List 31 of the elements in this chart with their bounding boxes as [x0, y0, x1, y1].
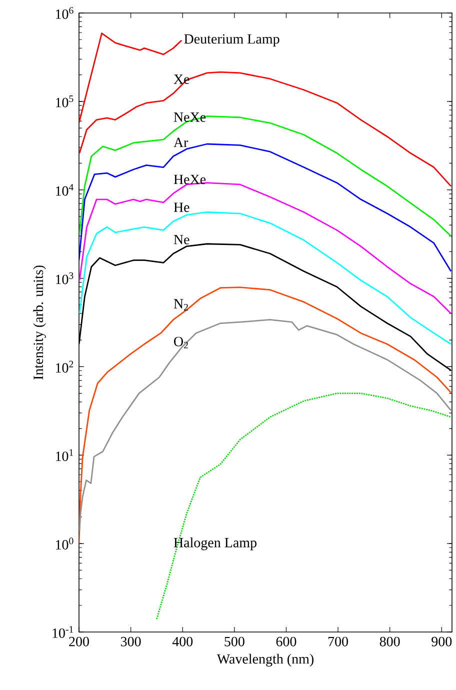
line-series [156, 392, 452, 620]
x-tick-label: 300 [120, 636, 141, 646]
y-tick-label: 10$^{0}$ [56, 538, 74, 550]
line-series [79, 71, 452, 187]
annotation: NeXe [174, 112, 206, 122]
y-tick-label: 10$^{2}$ [56, 360, 74, 373]
x-tick-label: 400 [172, 636, 193, 646]
annotation: O$_{2}$ [174, 336, 188, 348]
x-tick-label: 700 [328, 636, 348, 646]
line-series [79, 319, 452, 532]
annotation: He [174, 202, 190, 212]
x-tick-label: 500 [224, 636, 244, 646]
annotation: HeXe [174, 174, 206, 184]
x-tick-label: 600 [276, 636, 296, 646]
y-tick-label: 10$^{4}$ [56, 184, 74, 196]
x-axis-title: Wavelength (nm) [216, 654, 314, 667]
y-tick-label: 10$^{5}$ [56, 96, 74, 108]
x-tick-label: 900 [432, 636, 452, 646]
x-tick-label: 800 [380, 636, 400, 646]
annotation: Deuterium Lamp [184, 34, 280, 47]
annotation: N$_{2}$ [174, 299, 188, 310]
y-tick-label: 10$^{6}$ [56, 7, 74, 19]
y-tick-label: 10$^{-1}$ [52, 626, 74, 638]
annotation: Halogen Lamp [174, 537, 256, 550]
annotation: Ar [174, 138, 188, 148]
annotation: Xe [174, 74, 190, 84]
x-tick-label: 200 [69, 636, 89, 646]
y-tick-label: 10$^{1}$ [56, 449, 74, 462]
y-axis-title: Intensity (arb. units) [33, 266, 46, 380]
y-tick-label: 10$^{3}$ [56, 272, 74, 284]
annotation: Ne [174, 234, 190, 244]
